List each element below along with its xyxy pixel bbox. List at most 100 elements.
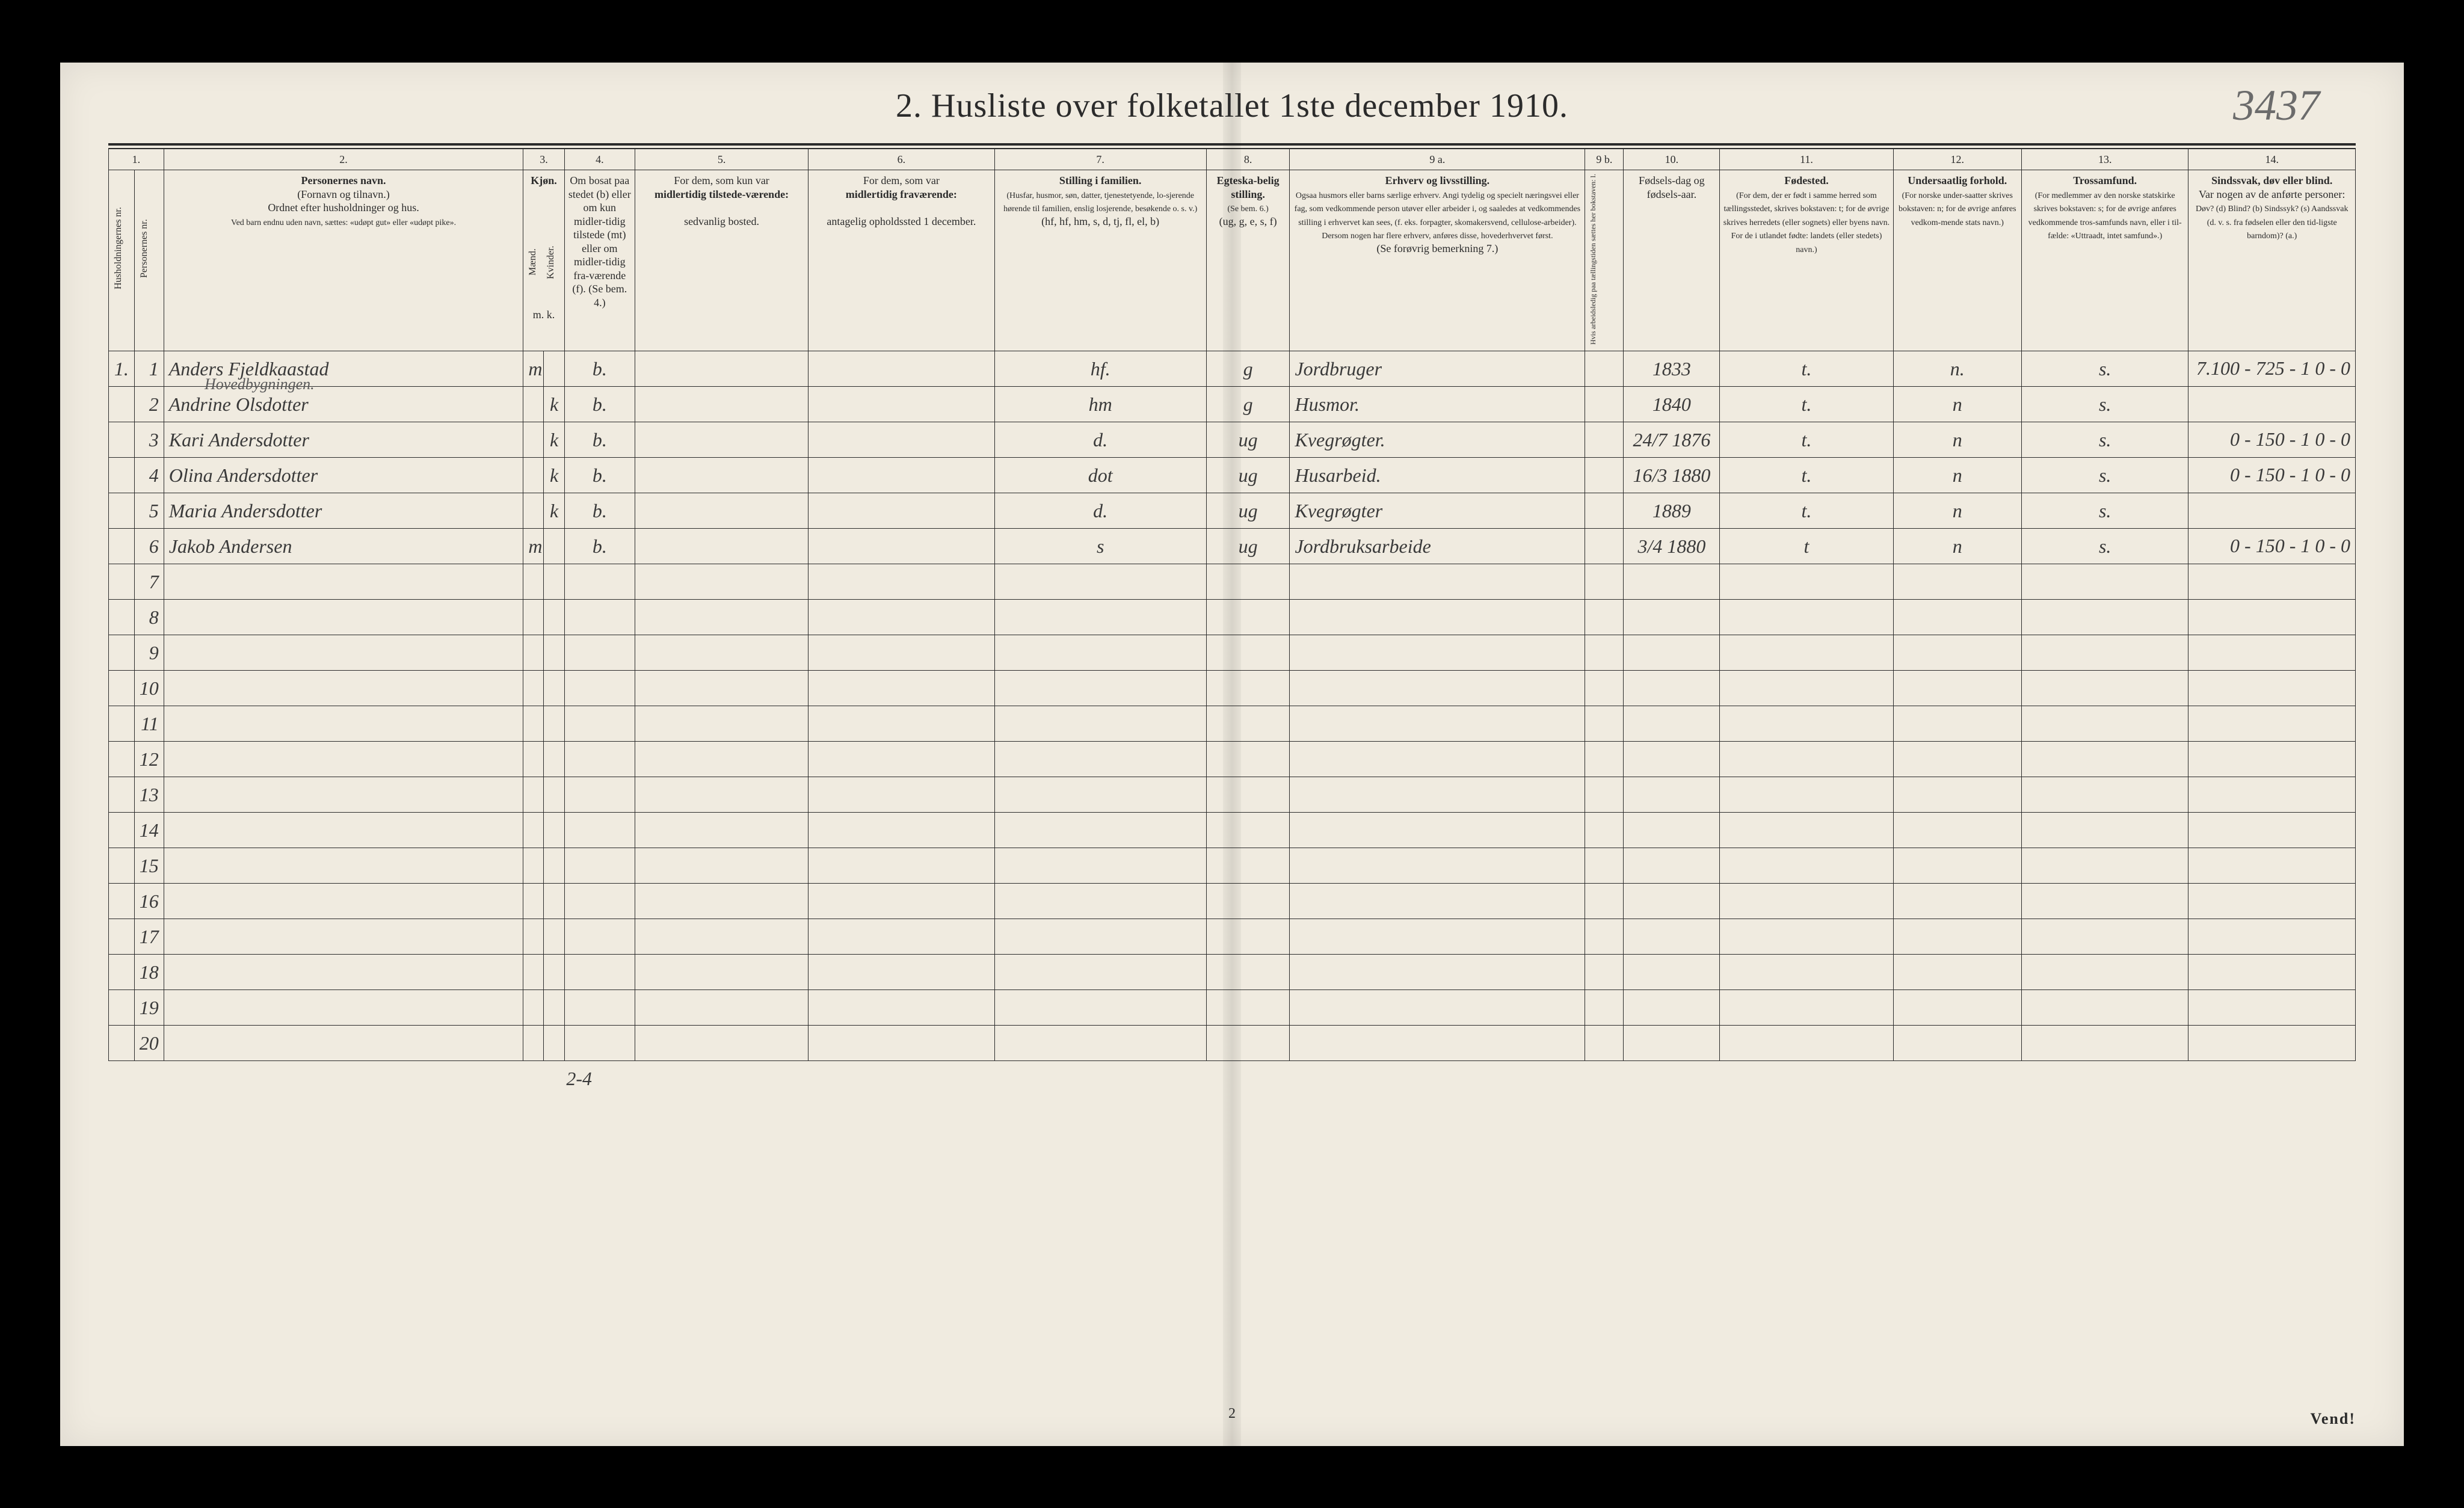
cell-person-num: 11 xyxy=(134,706,164,742)
cell-religion xyxy=(2021,990,2188,1026)
cell-birthdate xyxy=(1624,564,1720,600)
cell-c5 xyxy=(635,635,808,671)
head-c3-title: Kjøn. xyxy=(531,174,557,186)
cell-household-num xyxy=(109,990,135,1026)
cell-sex-m xyxy=(523,493,544,529)
cell-disability: 0 - 150 - 1 0 - 0 xyxy=(2188,422,2356,458)
cell-name: Maria Andersdotter xyxy=(164,493,523,529)
vend-label: Vend! xyxy=(2310,1410,2356,1428)
cell-nationality xyxy=(1893,671,2021,706)
cell-nationality xyxy=(1893,777,2021,813)
census-table: 1. 2. 3. 4. 5. 6. 7. 8. 9 a. 9 b. 10. 11… xyxy=(108,149,2356,1097)
head-c7: Stilling i familien. (Husfar, husmor, sø… xyxy=(994,170,1206,351)
cell-name xyxy=(164,635,523,671)
head-c8-a: Egteska-belig stilling. xyxy=(1217,174,1280,200)
cell-c5 xyxy=(635,777,808,813)
cell-person-num: 20 xyxy=(134,1026,164,1061)
cell-c5 xyxy=(635,458,808,493)
cell-name xyxy=(164,777,523,813)
table-row: 11 xyxy=(109,706,2356,742)
cell-residence xyxy=(564,706,635,742)
cell-household-num xyxy=(109,671,135,706)
cell-c5 xyxy=(635,564,808,600)
cell-occupation xyxy=(1290,955,1585,990)
head-c5: For dem, som kun var midlertidig tilsted… xyxy=(635,170,808,351)
cell-family-position: d. xyxy=(994,422,1206,458)
colnum-13: 13. xyxy=(2021,149,2188,170)
table-row: 5Maria Andersdotterkb.d.ugKvegrøgter1889… xyxy=(109,493,2356,529)
cell-c6 xyxy=(808,458,994,493)
building-annotation: Hovedbygningen. xyxy=(205,375,315,393)
cell-person-num: 9 xyxy=(134,635,164,671)
cell-marital xyxy=(1206,600,1290,635)
cell-disability xyxy=(2188,742,2356,777)
cell-occupation xyxy=(1290,919,1585,955)
cell-birthplace xyxy=(1720,564,1893,600)
cell-occupation: Kvegrøgter xyxy=(1290,493,1585,529)
cell-sex-k xyxy=(544,529,564,564)
cell-c5 xyxy=(635,919,808,955)
cell-sex-m xyxy=(523,564,544,600)
colnum-10: 10. xyxy=(1624,149,1720,170)
cell-birthplace xyxy=(1720,777,1893,813)
table-row: 15 xyxy=(109,848,2356,884)
cell-family-position: dot xyxy=(994,458,1206,493)
cell-name xyxy=(164,600,523,635)
form-number-handwritten: 3437 xyxy=(2233,81,2320,131)
cell-sex-k xyxy=(544,742,564,777)
cell-c6 xyxy=(808,884,994,919)
head-c14-b: Var nogen av de anførte personer: xyxy=(2199,188,2345,200)
head-c7-c: (hf, hf, hm, s, d, tj, fl, el, b) xyxy=(1041,215,1159,227)
cell-birthplace xyxy=(1720,742,1893,777)
cell-c9b xyxy=(1585,955,1624,990)
table-row: 4Olina Andersdotterkb.dotugHusarbeid.16/… xyxy=(109,458,2356,493)
cell-household-num xyxy=(109,600,135,635)
cell-disability xyxy=(2188,706,2356,742)
cell-occupation xyxy=(1290,671,1585,706)
cell-person-num: 12 xyxy=(134,742,164,777)
head-c9b-text: Hvis arbeidsledig paa tællingstiden sætt… xyxy=(1588,174,1599,347)
cell-marital: ug xyxy=(1206,458,1290,493)
table-row: 9 xyxy=(109,635,2356,671)
head-c2-sub2: Ordnet efter husholdninger og hus. xyxy=(268,202,419,214)
cell-religion xyxy=(2021,884,2188,919)
cell-household-num xyxy=(109,884,135,919)
colnum-11: 11. xyxy=(1720,149,1893,170)
head-c3-k: Kvinder. xyxy=(544,188,562,337)
cell-birthplace xyxy=(1720,635,1893,671)
head-c13-a: Trossamfund. xyxy=(2073,174,2137,186)
cell-residence xyxy=(564,848,635,884)
head-c1a-text: Husholdningernes nr. xyxy=(111,174,126,323)
head-c3: Kjøn. Mænd. Kvinder. m. k. xyxy=(523,170,564,351)
cell-c9b xyxy=(1585,600,1624,635)
cell-occupation xyxy=(1290,777,1585,813)
head-c7-b: (Husfar, husmor, søn, datter, tjenestety… xyxy=(1003,191,1197,214)
cell-marital xyxy=(1206,564,1290,600)
table-row: 17 xyxy=(109,919,2356,955)
cell-disability: 0 - 150 - 1 0 - 0 xyxy=(2188,458,2356,493)
cell-nationality: n. xyxy=(1893,351,2021,387)
cell-family-position xyxy=(994,990,1206,1026)
cell-c9b xyxy=(1585,1026,1624,1061)
cell-religion xyxy=(2021,955,2188,990)
cell-person-num: 4 xyxy=(134,458,164,493)
cell-birthdate: 3/4 1880 xyxy=(1624,529,1720,564)
colnum-5: 5. xyxy=(635,149,808,170)
cell-religion xyxy=(2021,742,2188,777)
cell-c6 xyxy=(808,600,994,635)
cell-disability: 0 - 150 - 1 0 - 0 xyxy=(2188,529,2356,564)
cell-disability xyxy=(2188,493,2356,529)
cell-family-position: hf. xyxy=(994,351,1206,387)
cell-household-num xyxy=(109,919,135,955)
cell-disability xyxy=(2188,955,2356,990)
cell-residence xyxy=(564,990,635,1026)
head-c9a-a: Erhverv og livsstilling. xyxy=(1385,174,1490,186)
head-c5-b: midlertidig tilstede-værende: xyxy=(654,188,789,200)
cell-nationality: n xyxy=(1893,493,2021,529)
cell-nationality xyxy=(1893,635,2021,671)
cell-occupation xyxy=(1290,1026,1585,1061)
cell-family-position xyxy=(994,1026,1206,1061)
cell-sex-m xyxy=(523,635,544,671)
cell-household-num xyxy=(109,564,135,600)
colnum-8: 8. xyxy=(1206,149,1290,170)
